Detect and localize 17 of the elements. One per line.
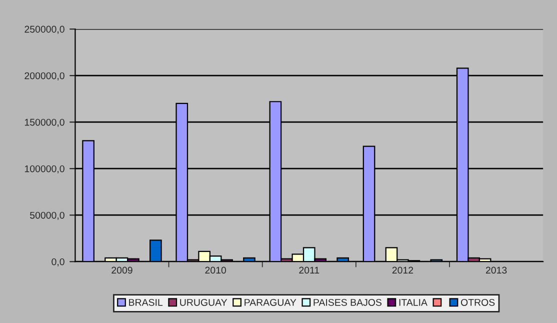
legend-label: OTROS — [460, 298, 495, 306]
legend-label: BRASIL — [129, 298, 163, 306]
legend-label: ITALIA — [399, 299, 428, 306]
legend-label: PAISES BAJOS — [314, 298, 382, 306]
y-tick-label: 50000,0 — [30, 212, 64, 220]
x-tick-label: 2009 — [112, 266, 132, 274]
legend-label: URUGUAY — [180, 298, 228, 306]
y-tick-label: 100000,0 — [24, 165, 64, 174]
x-tick-label: 2013 — [486, 266, 507, 274]
y-tick-label: 150000,0 — [24, 118, 64, 127]
legend-label: PARAGUAY — [244, 298, 296, 306]
y-tick-label: 200000,0 — [24, 72, 64, 80]
x-tick-label: 2012 — [392, 266, 414, 274]
x-tick-label: 2011 — [299, 266, 320, 274]
y-tick-label: 250000,0 — [24, 26, 64, 34]
y-tick-label: 0,0 — [52, 258, 64, 266]
x-tick-label: 2010 — [205, 266, 226, 274]
